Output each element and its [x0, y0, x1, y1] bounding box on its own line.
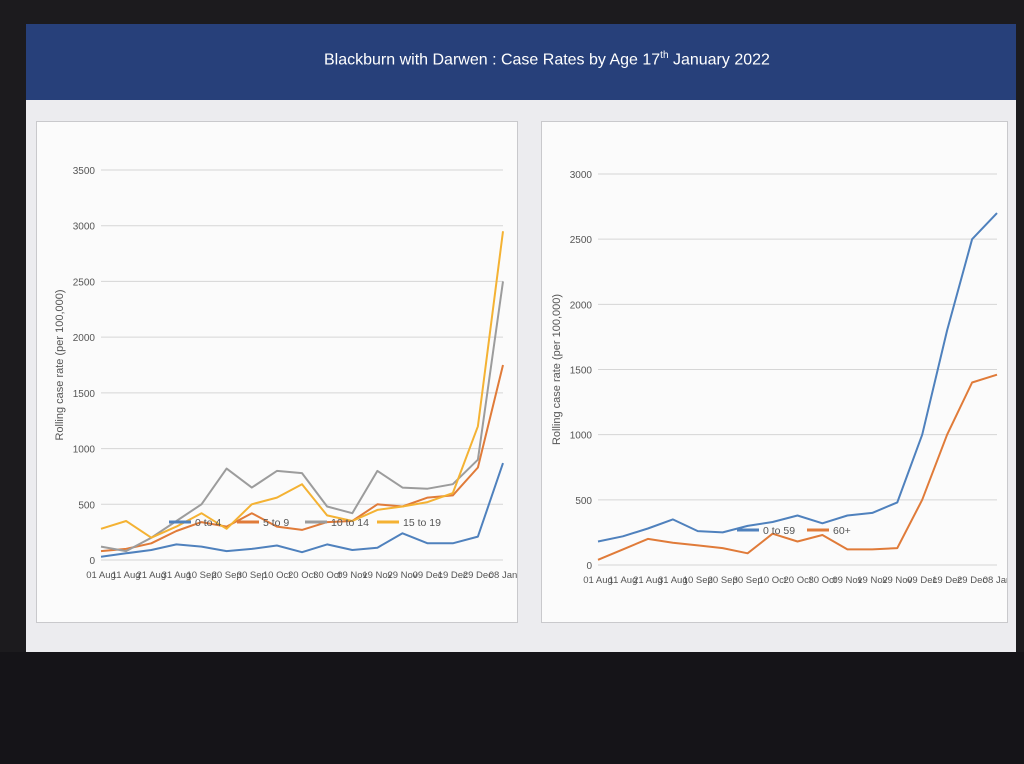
x-tick-label: 01 Aug [86, 570, 116, 581]
x-tick-label: 10 Sep [186, 570, 216, 581]
y-axis-label: Rolling case rate (per 100,000) [54, 289, 66, 440]
y-axis-label: Rolling case rate (per 100,000) [551, 294, 563, 445]
series-line-5-to-9 [100, 364, 504, 553]
x-tick-label: 19 Nov [362, 570, 392, 581]
y-tick-label: 2000 [570, 300, 593, 311]
x-tick-label: 30 Sep [237, 570, 267, 581]
x-tick-label: 29 Nov [882, 575, 912, 586]
x-tick-label: 10 Oct [263, 570, 291, 581]
x-tick-label: 20 Sep [708, 575, 738, 586]
y-tick-label: 3000 [570, 170, 593, 181]
x-tick-label: 19 Dec [932, 575, 962, 586]
x-tick-label: 21 Aug [633, 575, 663, 586]
slide-title: Blackburn with Darwen : Case Rates by Ag… [324, 50, 770, 69]
x-tick-label: 09 Nov [337, 570, 367, 581]
x-tick-label: 10 Oct [759, 575, 787, 586]
slide-title-superscript: th [660, 50, 669, 61]
x-tick-label: 09 Dec [907, 575, 937, 586]
chart-age-0-59-60plus: 0 500 1000 1500 2000 2500 3000 Rolling case rat… [551, 170, 1007, 586]
y-tick-label: 3500 [73, 166, 96, 177]
legend-label: 5 to 9 [263, 517, 289, 529]
y-tick-label: 0 [89, 556, 95, 567]
y-tick-label: 1500 [570, 366, 593, 377]
y-tick-label: 1000 [73, 445, 96, 456]
x-tick-label: 29 Dec [463, 570, 493, 581]
y-tick-label: 2500 [570, 235, 593, 246]
chart-panel-age-0-19: 0 500 1000 1500 2000 2500 3000 3500 Rolling case… [36, 121, 518, 623]
series-line-0-to-59 [597, 212, 998, 543]
y-tick-label: 500 [575, 496, 592, 507]
monitor-bezel [0, 652, 1024, 764]
y-tick-label: 1000 [570, 431, 593, 442]
series-line-60- [597, 373, 998, 561]
y-tick-label: 2500 [73, 277, 96, 288]
x-tick-label: 19 Nov [857, 575, 887, 586]
x-tick-label: 21 Aug [136, 570, 166, 581]
y-tick-label: 0 [586, 561, 592, 572]
slide-header: Blackburn with Darwen : Case Rates by Ag… [26, 24, 1016, 100]
x-tick-label: 01 Aug [583, 575, 613, 586]
slide-title-main: Blackburn with Darwen : Case Rates by Ag… [324, 51, 661, 69]
x-tick-label: 20 Oct [288, 570, 316, 581]
x-tick-label: 08 Jan [983, 575, 1007, 586]
y-tick-label: 3000 [73, 222, 96, 233]
chart-age-0-19: 0 500 1000 1500 2000 2500 3000 3500 Rolling case… [54, 166, 517, 581]
y-tick-label: 500 [78, 500, 95, 511]
x-tick-label: 29 Nov [387, 570, 417, 581]
x-tick-label: 30 Oct [313, 570, 341, 581]
x-tick-label: 08 Jan [489, 570, 517, 581]
y-tick-label: 2000 [73, 333, 96, 344]
chart-panel-age-0-59-60plus: 0 500 1000 1500 2000 2500 3000 Rolling case rat… [541, 121, 1008, 623]
series-line-15-to-19 [100, 231, 504, 539]
x-tick-label: 09 Dec [413, 570, 443, 581]
series-line-0-to-4 [100, 462, 504, 558]
slide-title-end: January 2022 [668, 51, 770, 69]
x-tick-label: 29 Dec [957, 575, 987, 586]
x-tick-label: 11 Aug [608, 575, 637, 586]
x-tick-label: 31 Aug [658, 575, 688, 586]
y-tick-label: 1500 [73, 389, 96, 400]
x-tick-label: 10 Sep [683, 575, 713, 586]
legend-label: 15 to 19 [403, 517, 441, 529]
legend-label: 10 to 14 [331, 517, 369, 529]
x-tick-label: 20 Oct [784, 575, 812, 586]
x-tick-label: 19 Dec [438, 570, 468, 581]
series-line-10-to-14 [100, 281, 504, 553]
legend-label: 0 to 59 [763, 525, 795, 537]
x-tick-label: 20 Sep [212, 570, 242, 581]
slide: Blackburn with Darwen : Case Rates by Ag… [26, 24, 1016, 652]
legend-label: 0 to 4 [195, 517, 221, 529]
x-tick-label: 09 Nov [832, 575, 862, 586]
x-tick-label: 31 Aug [162, 570, 192, 581]
x-tick-label: 11 Aug [112, 570, 141, 581]
x-tick-label: 30 Oct [808, 575, 836, 586]
legend-label: 60+ [833, 525, 851, 537]
x-tick-label: 30 Sep [733, 575, 763, 586]
